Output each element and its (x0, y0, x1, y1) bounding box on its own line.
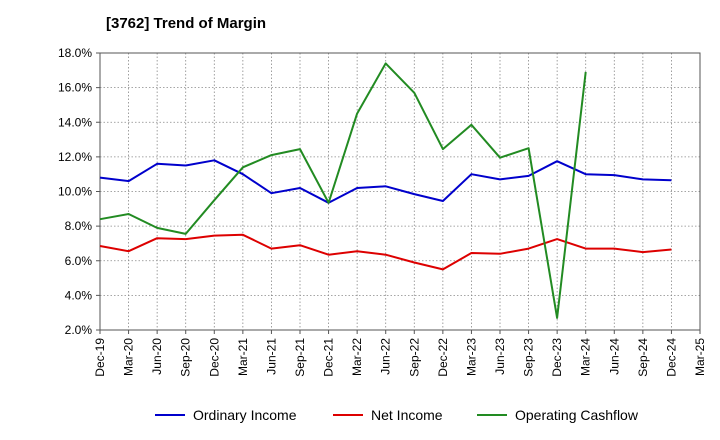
x-tick-label: Dec-23 (550, 338, 564, 377)
x-tick-label: Sep-21 (293, 338, 307, 377)
series-lines (99, 62, 672, 319)
x-axis-ticks: Dec-19 Mar-20 Jun-20 Sep-20 Dec-20 Mar-21 Jun-… (93, 330, 707, 377)
y-tick-label: 10.0% (58, 185, 92, 199)
legend-label-ordinary-income: Ordinary Income (193, 407, 297, 423)
y-tick-label: 12.0% (58, 150, 92, 164)
y-tick-label: 2.0% (65, 323, 93, 337)
x-tick-label: Jun-24 (607, 338, 621, 375)
x-tick-label: Mar-25 (693, 338, 707, 376)
x-tick-label: Dec-21 (322, 338, 336, 377)
series-line-net-income (99, 233, 672, 271)
x-tick-label: Dec-19 (93, 338, 107, 377)
chart-title: [3762] Trend of Margin (106, 15, 267, 32)
x-tick-label: Mar-24 (579, 338, 593, 376)
plot-frame (99, 52, 701, 331)
y-tick-label: 16.0% (58, 81, 92, 95)
series-line-operating-cashflow (99, 62, 587, 319)
x-tick-label: Jun-22 (379, 338, 393, 375)
x-tick-label: Sep-23 (522, 338, 536, 377)
legend-label-net-income: Net Income (371, 407, 443, 423)
x-tick-label: Sep-24 (636, 338, 650, 377)
x-tick-label: Sep-20 (179, 338, 193, 377)
axes (99, 52, 701, 331)
x-tick-label: Mar-22 (350, 338, 364, 376)
y-tick-label: 14.0% (58, 115, 92, 129)
y-tick-label: 4.0% (65, 288, 93, 302)
y-tick-label: 18.0% (58, 46, 92, 60)
x-tick-label: Jun-20 (150, 338, 164, 375)
x-tick-label: Jun-23 (493, 338, 507, 375)
x-tick-label: Dec-20 (207, 338, 221, 377)
x-tick-label: Dec-24 (664, 338, 678, 377)
y-tick-label: 6.0% (65, 254, 93, 268)
y-axis-ticks: 2.0% 4.0% 6.0% 8.0% 10.0% 12.0% 14.0% 16.0% 18.0… (58, 46, 100, 337)
series-line-ordinary-income (99, 159, 672, 204)
x-tick-label: Mar-23 (464, 338, 478, 376)
y-tick-label: 8.0% (65, 219, 93, 233)
legend-label-operating-cashflow: Operating Cashflow (515, 407, 639, 423)
grid (100, 53, 700, 330)
x-tick-label: Mar-21 (236, 338, 250, 376)
x-tick-label: Sep-22 (407, 338, 421, 377)
x-tick-label: Mar-20 (122, 338, 136, 376)
x-tick-label: Dec-22 (436, 338, 450, 377)
legend: Ordinary Income Net Income Operating Cashf… (155, 407, 639, 423)
x-tick-label: Jun-21 (264, 338, 278, 375)
